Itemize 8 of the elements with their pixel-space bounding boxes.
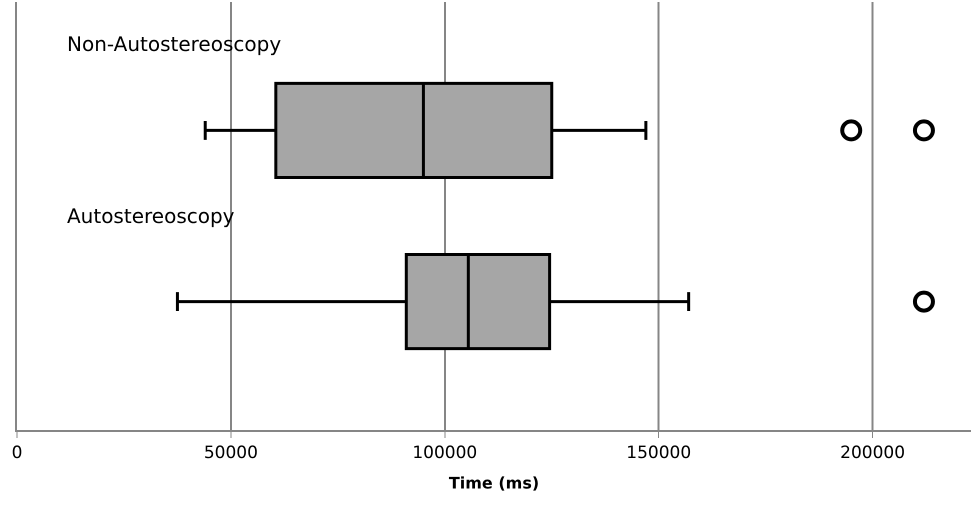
x-tick-label: 150000 [626, 443, 692, 464]
x-tick-label: 0 [12, 443, 22, 464]
x-tick-label: 50000 [204, 443, 258, 464]
x-tick-label: 200000 [840, 443, 906, 464]
x-axis-title: Time (ms) [448, 473, 540, 492]
x-tick-label: 100000 [412, 443, 478, 464]
y-tick-label: Non-Autostereoscopy [67, 32, 282, 56]
y-tick-label: Autostereoscopy [67, 204, 235, 228]
